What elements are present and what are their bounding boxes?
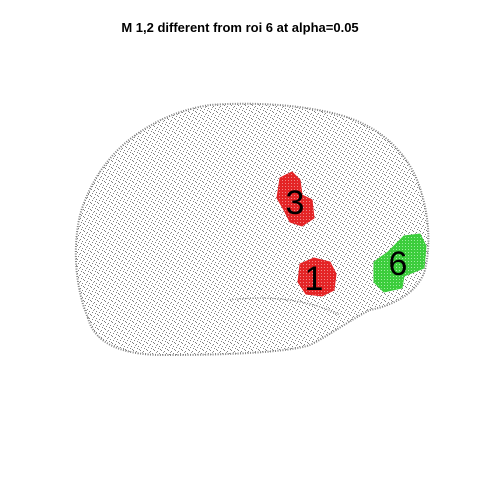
roi-3-label: 3 [286, 184, 305, 222]
roi-1-region: 1 [297, 257, 337, 298]
brain-point-cloud [74, 102, 430, 357]
plot-title: M 1,2 different from roi 6 at alpha=0.05 [121, 20, 359, 35]
roi-6-region: 6 [373, 233, 427, 293]
roi-6-label: 6 [389, 245, 408, 283]
roi-1-label: 1 [305, 260, 324, 298]
roi-3-region: 3 [276, 171, 315, 227]
